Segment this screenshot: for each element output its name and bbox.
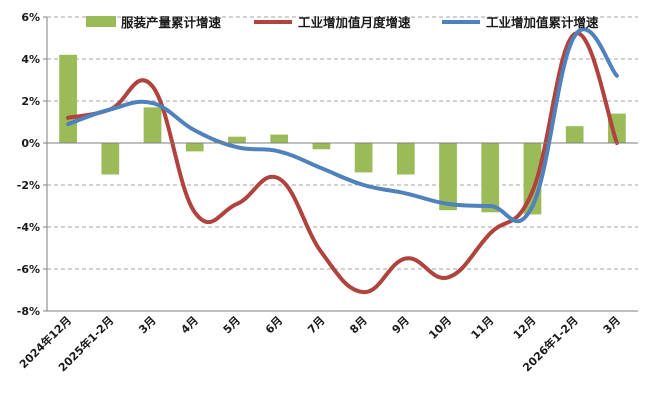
x-tick-label: 11月 xyxy=(469,314,497,342)
x-tick-label: 5月 xyxy=(221,314,243,336)
y-tick-label: -2% xyxy=(17,179,40,192)
y-tick-label: -6% xyxy=(17,263,40,276)
bar xyxy=(143,107,162,143)
line-series xyxy=(66,27,619,295)
bar xyxy=(565,126,584,143)
bar xyxy=(59,54,77,143)
x-tick-label: 6月 xyxy=(263,314,285,336)
y-tick-label: -4% xyxy=(17,221,40,234)
legend-label: 工业增加值月度增速 xyxy=(298,15,411,30)
x-tick-label: 3月 xyxy=(601,314,623,336)
y-tick-label: -8% xyxy=(17,305,40,318)
x-tick-label: 10月 xyxy=(426,314,454,342)
legend-label: 服装产量累计增速 xyxy=(121,15,222,30)
y-tick-label: 4% xyxy=(21,53,40,66)
x-tick-label: 9月 xyxy=(390,314,412,336)
x-tick-label: 8月 xyxy=(347,314,369,336)
bar xyxy=(101,143,120,175)
x-tick-label: 4月 xyxy=(178,314,200,336)
bar xyxy=(396,143,415,175)
bar xyxy=(228,136,246,143)
bar xyxy=(270,134,289,143)
bar xyxy=(439,143,457,211)
bar xyxy=(481,143,500,213)
bar xyxy=(185,143,204,152)
x-tick-label: 7月 xyxy=(305,314,327,336)
y-tick-label: 0% xyxy=(21,137,40,150)
y-tick-label: 6% xyxy=(21,11,40,24)
x-tick-label: 3月 xyxy=(136,314,158,336)
bar xyxy=(312,143,331,150)
legend-label: 工业增加值累计增速 xyxy=(486,15,599,30)
legend: 服装产量累计增速 工业增加值月度增速 工业增加值累计增速 xyxy=(86,15,599,30)
bar xyxy=(354,143,373,173)
y-tick-label: 2% xyxy=(21,95,40,108)
line-cumulative-growth xyxy=(66,27,619,224)
x-tick-label: 12月 xyxy=(511,314,539,342)
legend-swatch-bar xyxy=(86,16,116,27)
